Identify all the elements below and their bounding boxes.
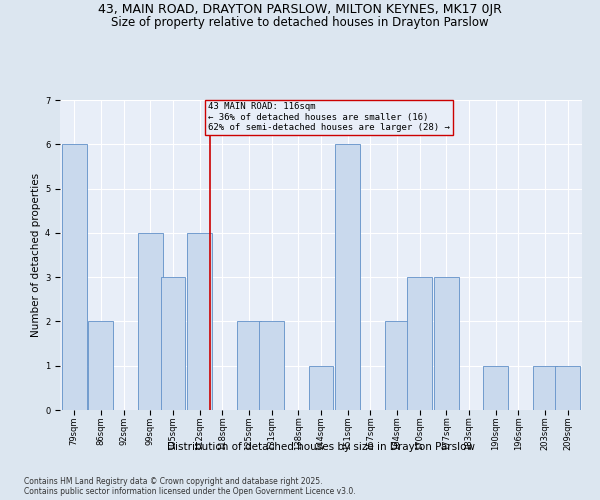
Y-axis label: Number of detached properties: Number of detached properties	[31, 173, 41, 337]
Text: 43, MAIN ROAD, DRAYTON PARSLOW, MILTON KEYNES, MK17 0JR: 43, MAIN ROAD, DRAYTON PARSLOW, MILTON K…	[98, 2, 502, 16]
Bar	[434, 277, 458, 410]
Bar	[483, 366, 508, 410]
Bar	[161, 277, 185, 410]
Text: Size of property relative to detached houses in Drayton Parslow: Size of property relative to detached ho…	[111, 16, 489, 29]
Bar	[556, 366, 580, 410]
Text: Distribution of detached houses by size in Drayton Parslow: Distribution of detached houses by size …	[167, 442, 475, 452]
Bar	[187, 233, 212, 410]
Bar	[138, 233, 163, 410]
Bar	[385, 322, 409, 410]
Bar	[308, 366, 334, 410]
Bar	[533, 366, 557, 410]
Bar	[407, 277, 432, 410]
Bar	[62, 144, 86, 410]
Text: Contains public sector information licensed under the Open Government Licence v3: Contains public sector information licen…	[24, 488, 356, 496]
Bar	[236, 322, 261, 410]
Text: Contains HM Land Registry data © Crown copyright and database right 2025.: Contains HM Land Registry data © Crown c…	[24, 478, 323, 486]
Bar	[259, 322, 284, 410]
Bar	[88, 322, 113, 410]
Bar	[335, 144, 360, 410]
Text: 43 MAIN ROAD: 116sqm
← 36% of detached houses are smaller (16)
62% of semi-detac: 43 MAIN ROAD: 116sqm ← 36% of detached h…	[208, 102, 450, 132]
